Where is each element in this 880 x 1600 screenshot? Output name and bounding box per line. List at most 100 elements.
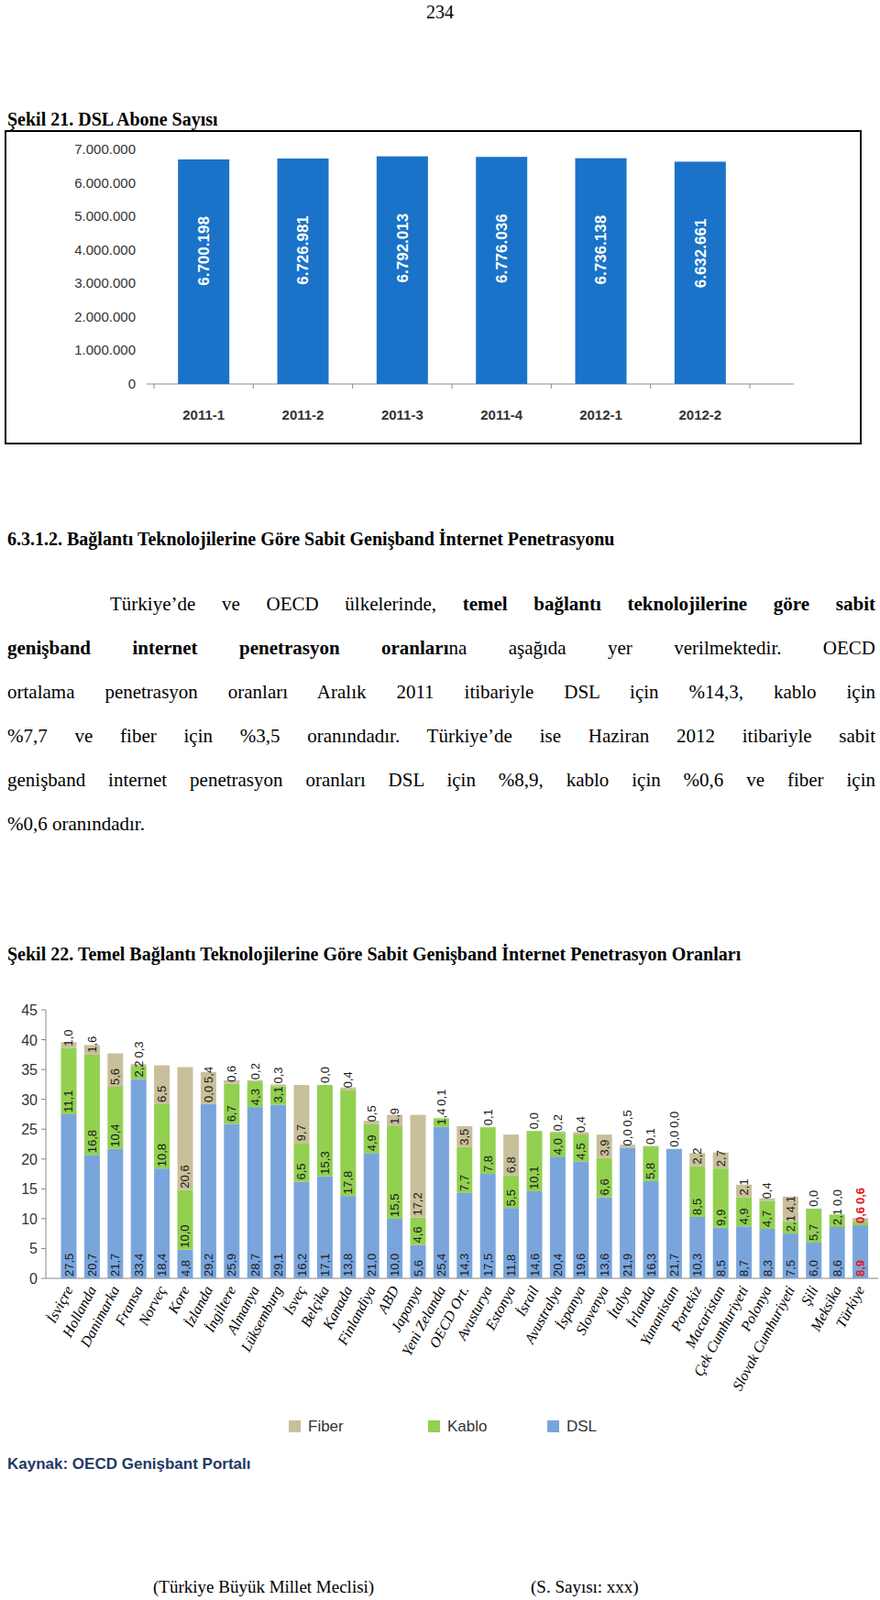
data-label: 16,8 xyxy=(85,1130,99,1154)
paragraph-line: Türkiye’de ve OECD ülkelerinde, temel ba… xyxy=(110,590,876,618)
x-tick-label: Türkiye xyxy=(832,1283,869,1331)
data-label: 0,5 xyxy=(620,1110,635,1127)
data-label: 0,4 xyxy=(573,1116,588,1133)
bar-segment xyxy=(456,1126,473,1148)
bar-segment xyxy=(223,1123,240,1279)
bar-segment xyxy=(503,1208,519,1279)
data-label: 15,5 xyxy=(387,1194,402,1218)
bar-segment xyxy=(643,1181,660,1279)
data-label: 21,9 xyxy=(620,1254,635,1277)
paragraph-line: %0,6 oranındadır. xyxy=(7,810,876,838)
x-tick xyxy=(253,384,254,389)
data-label: 0,6 xyxy=(853,1188,868,1205)
bar-segment xyxy=(596,1134,613,1158)
data-label: 9,7 xyxy=(295,1124,309,1142)
data-label: 33,4 xyxy=(132,1254,146,1277)
data-label: 0,6 xyxy=(853,1207,868,1224)
data-label: 5,5 xyxy=(504,1189,518,1207)
bar-segment xyxy=(433,1127,450,1279)
bar-segment xyxy=(317,1177,333,1279)
data-label: 1,0 xyxy=(62,1030,77,1047)
charts-layer: 01.000.0002.000.0003.000.0004.000.0005.0… xyxy=(0,0,880,1600)
x-tick xyxy=(451,384,453,389)
data-label: 16,3 xyxy=(644,1254,659,1277)
y-tick-label: 3.000.000 xyxy=(74,275,136,291)
bar-segment xyxy=(713,1168,729,1228)
x-tick xyxy=(749,384,751,389)
bar-segment xyxy=(84,1055,100,1155)
bar-segment xyxy=(294,1085,310,1144)
data-label: 6.792.013 xyxy=(394,213,412,284)
text-run: genişband internet penetrasyon oranları xyxy=(7,637,450,660)
bar-segment xyxy=(270,1086,286,1105)
data-label: 0,0 xyxy=(667,1111,682,1129)
bar-segment xyxy=(805,1208,822,1210)
bar-segment xyxy=(805,1243,822,1279)
page-number: 234 xyxy=(0,0,880,24)
bar-segment xyxy=(410,1245,427,1279)
legend-swatch xyxy=(288,1420,301,1433)
data-label: 4,9 xyxy=(737,1208,751,1225)
bar-segment xyxy=(596,1157,613,1198)
data-label: 15,3 xyxy=(318,1151,332,1175)
data-label: 14,6 xyxy=(528,1254,542,1277)
bar-segment xyxy=(550,1156,566,1279)
bar-segment xyxy=(782,1233,799,1279)
x-tick-label: 2011-3 xyxy=(381,407,424,423)
bar-segment xyxy=(666,1148,682,1150)
data-label: 4,8 xyxy=(178,1260,193,1277)
data-label: 4,9 xyxy=(364,1134,379,1152)
data-label: 0,0 xyxy=(667,1131,682,1148)
data-label: 2,7 xyxy=(714,1150,728,1167)
x-tick xyxy=(550,384,552,389)
bar-segment xyxy=(689,1166,705,1218)
text-run: genişband internet penetrasyon oranları … xyxy=(7,769,876,792)
data-label: 21,7 xyxy=(667,1254,682,1277)
y-tick xyxy=(41,1158,46,1160)
x-tick-label: Slovak Cumhuriyeti xyxy=(729,1283,799,1394)
bar-segment xyxy=(643,1145,660,1148)
bar-segment xyxy=(270,1084,286,1087)
footer-text: (Türkiye Büyük Millet Meclisi) xyxy=(153,1576,374,1599)
data-label: 10,4 xyxy=(108,1123,122,1147)
x-tick-label: 2012-1 xyxy=(579,407,623,423)
data-label: 6.736.138 xyxy=(593,215,611,286)
x-tick-label: Norveç xyxy=(134,1283,170,1330)
data-label: 8,7 xyxy=(737,1260,751,1277)
y-tick xyxy=(41,1099,46,1100)
y-tick xyxy=(41,1129,46,1131)
data-label: 0,0 xyxy=(528,1112,542,1130)
bar-segment xyxy=(759,1229,776,1279)
paragraph-line: genişband internet penetrasyon oranları … xyxy=(7,766,876,794)
bar xyxy=(575,158,627,385)
data-label: 17,2 xyxy=(411,1192,426,1216)
data-label: 2,1 xyxy=(783,1215,798,1232)
data-label: 8,6 xyxy=(830,1260,845,1277)
bar-segment xyxy=(154,1066,170,1105)
data-label: 10,3 xyxy=(690,1254,704,1277)
bar-segment xyxy=(340,1089,356,1197)
legend-label: Fiber xyxy=(308,1418,344,1436)
y-tick-label: 0 xyxy=(128,375,136,392)
data-label: 5,6 xyxy=(411,1260,426,1277)
bar-segment xyxy=(572,1161,589,1279)
bar-segment xyxy=(131,1079,147,1279)
data-label: 11,1 xyxy=(62,1090,77,1113)
x-tick xyxy=(649,384,651,389)
x-tick-label: 2011-2 xyxy=(282,407,325,423)
data-label: 0,0 xyxy=(806,1190,821,1208)
x-tick-label: 2011-4 xyxy=(480,407,524,423)
y-tick-label: 45 xyxy=(21,1002,38,1019)
bar-segment xyxy=(596,1197,613,1279)
data-label: 6,0 xyxy=(806,1260,821,1277)
bar-segment xyxy=(107,1087,123,1150)
data-label: 6.776.036 xyxy=(493,213,511,284)
y-tick-label: 4.000.000 xyxy=(74,242,136,258)
paragraph-line: %7,7 ve fiber için %3,5 oranındadır. Tür… xyxy=(7,722,876,750)
bar-segment xyxy=(294,1143,310,1182)
bar-segment xyxy=(294,1182,310,1279)
bar-segment xyxy=(689,1217,705,1279)
data-label: 3,5 xyxy=(457,1129,472,1146)
data-label: 4,5 xyxy=(573,1143,588,1160)
y-tick-label: 5.000.000 xyxy=(74,208,136,224)
